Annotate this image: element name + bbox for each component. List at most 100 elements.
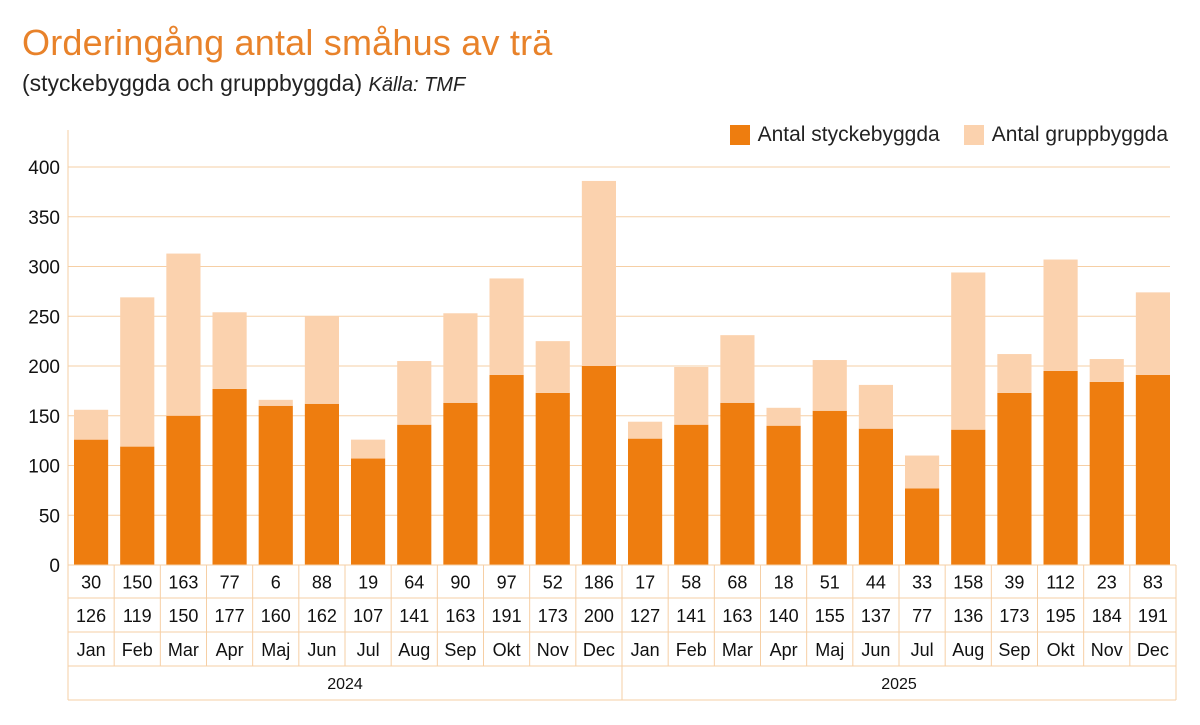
table-cell-gruppbyggda: 58 bbox=[681, 573, 701, 593]
table-cell-gruppbyggda: 6 bbox=[271, 573, 281, 593]
bar-styckebyggda bbox=[720, 402, 755, 565]
table-cell-gruppbyggda: 90 bbox=[450, 573, 470, 593]
bar-styckebyggda bbox=[351, 458, 386, 565]
table-cell-styckebyggda: 191 bbox=[492, 606, 522, 626]
y-tick-label: 150 bbox=[28, 407, 60, 428]
bar-styckebyggda bbox=[258, 405, 293, 565]
table-cell-month: Maj bbox=[261, 640, 290, 660]
bar-styckebyggda bbox=[674, 424, 709, 565]
bar-gruppbyggda bbox=[674, 366, 709, 425]
table-cell-styckebyggda: 162 bbox=[307, 606, 337, 626]
table-cell-styckebyggda: 119 bbox=[123, 606, 152, 626]
table-cell-month: Nov bbox=[1091, 640, 1123, 660]
table-cell-styckebyggda: 126 bbox=[76, 606, 106, 626]
table-cell-month: Jun bbox=[861, 640, 890, 660]
chart-subtitle: (styckebyggda och gruppbyggda) Källa: TM… bbox=[22, 70, 465, 97]
table-cell-gruppbyggda: 68 bbox=[727, 573, 747, 593]
legend: Antal styckebyggda Antal gruppbyggda bbox=[729, 123, 1168, 147]
table-cell-month: Sep bbox=[444, 640, 476, 660]
table-cell-month: Sep bbox=[998, 640, 1030, 660]
table-cell-gruppbyggda: 52 bbox=[543, 573, 563, 593]
bar-gruppbyggda bbox=[997, 354, 1032, 393]
table-cell-month: Jan bbox=[77, 640, 106, 660]
bar-gruppbyggda bbox=[351, 439, 386, 459]
bar-gruppbyggda bbox=[905, 455, 940, 489]
chart-title: Orderingång antal småhus av trä bbox=[22, 22, 553, 63]
table-cell-styckebyggda: 160 bbox=[261, 606, 291, 626]
y-tick-label: 400 bbox=[28, 158, 60, 179]
bar-gruppbyggda bbox=[628, 421, 663, 439]
table-cell-month: Dec bbox=[1137, 640, 1169, 660]
table-cell-gruppbyggda: 51 bbox=[820, 573, 840, 593]
bar-gruppbyggda bbox=[1135, 292, 1170, 375]
bar-styckebyggda bbox=[166, 415, 201, 565]
bar-gruppbyggda bbox=[766, 407, 801, 426]
bar-styckebyggda bbox=[1135, 374, 1170, 565]
table-cell-gruppbyggda: 17 bbox=[635, 573, 655, 593]
bar-gruppbyggda bbox=[74, 409, 109, 440]
y-tick-label: 200 bbox=[28, 357, 60, 378]
table-cell-gruppbyggda: 77 bbox=[220, 573, 240, 593]
table-cell-styckebyggda: 77 bbox=[912, 606, 932, 626]
bar-gruppbyggda bbox=[443, 313, 478, 403]
bar-styckebyggda bbox=[443, 402, 478, 565]
y-tick-label: 50 bbox=[39, 506, 60, 527]
table-cell-month: Aug bbox=[398, 640, 430, 660]
table-cell-styckebyggda: 163 bbox=[722, 606, 752, 626]
table-cell-gruppbyggda: 33 bbox=[912, 573, 932, 593]
table-cell-month: Apr bbox=[216, 640, 244, 660]
legend-item-stycke: Antal styckebyggda bbox=[729, 123, 940, 147]
table-cell-styckebyggda: 195 bbox=[1046, 606, 1076, 626]
bar-gruppbyggda bbox=[489, 278, 524, 375]
table-cell-styckebyggda: 127 bbox=[630, 606, 660, 626]
table-cell-month: Mar bbox=[722, 640, 753, 660]
bar-gruppbyggda bbox=[812, 360, 847, 411]
table-cell-styckebyggda: 163 bbox=[445, 606, 475, 626]
table-cell-month: Okt bbox=[493, 640, 521, 660]
bar-gruppbyggda bbox=[535, 341, 570, 393]
bar-styckebyggda bbox=[120, 446, 155, 565]
table-cell-styckebyggda: 141 bbox=[399, 606, 429, 626]
bar-gruppbyggda bbox=[951, 272, 986, 430]
table-cell-gruppbyggda: 112 bbox=[1046, 573, 1075, 593]
bar-gruppbyggda bbox=[1043, 259, 1078, 371]
bar-styckebyggda bbox=[1043, 370, 1078, 565]
table-cell-year: 2024 bbox=[327, 676, 363, 693]
bar-gruppbyggda bbox=[581, 180, 616, 366]
legend-label-stycke: Antal styckebyggda bbox=[757, 123, 940, 146]
table-cell-styckebyggda: 150 bbox=[168, 606, 198, 626]
bar-styckebyggda bbox=[489, 374, 524, 565]
table-cell-styckebyggda: 137 bbox=[861, 606, 891, 626]
table-cell-gruppbyggda: 64 bbox=[404, 573, 424, 593]
table-cell-month: Aug bbox=[952, 640, 984, 660]
bar-gruppbyggda bbox=[304, 316, 339, 404]
bar-gruppbyggda bbox=[212, 312, 247, 389]
table-cell-month: Dec bbox=[583, 640, 615, 660]
table-cell-styckebyggda: 173 bbox=[999, 606, 1029, 626]
table-cell-styckebyggda: 184 bbox=[1092, 606, 1122, 626]
bar-styckebyggda bbox=[628, 438, 663, 565]
y-tick-label: 0 bbox=[49, 556, 60, 577]
table-cell-month: Feb bbox=[122, 640, 153, 660]
table-cell-month: Jul bbox=[357, 640, 380, 660]
bar-gruppbyggda bbox=[720, 335, 755, 403]
table-cell-gruppbyggda: 30 bbox=[81, 573, 101, 593]
legend-swatch-grupp bbox=[963, 125, 984, 145]
table-cell-styckebyggda: 107 bbox=[353, 606, 383, 626]
legend-item-grupp: Antal gruppbyggda bbox=[963, 123, 1168, 147]
bar-gruppbyggda bbox=[858, 384, 893, 429]
table-cell-styckebyggda: 200 bbox=[584, 606, 614, 626]
bar-styckebyggda bbox=[812, 410, 847, 565]
table-cell-gruppbyggda: 44 bbox=[866, 573, 886, 593]
table-cell-gruppbyggda: 158 bbox=[953, 573, 983, 593]
table-cell-year: 2025 bbox=[881, 676, 917, 693]
bar-styckebyggda bbox=[304, 403, 339, 565]
table-cell-gruppbyggda: 88 bbox=[312, 573, 332, 593]
table-cell-styckebyggda: 191 bbox=[1138, 606, 1168, 626]
table-cell-month: Jun bbox=[307, 640, 336, 660]
table-cell-gruppbyggda: 163 bbox=[168, 573, 198, 593]
bar-styckebyggda bbox=[997, 392, 1032, 565]
bar-gruppbyggda bbox=[1089, 359, 1124, 382]
table-cell-month: Feb bbox=[676, 640, 707, 660]
